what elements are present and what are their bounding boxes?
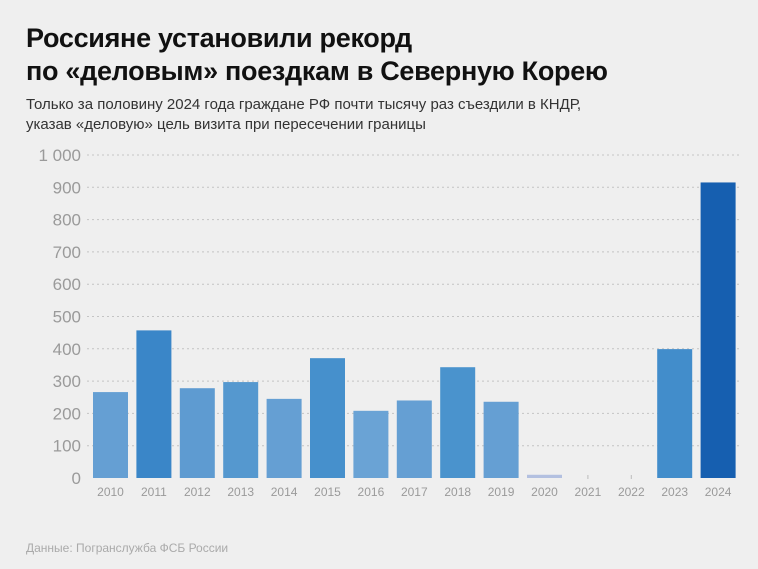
x-tick-label: 2010 xyxy=(97,485,124,499)
x-tick-label: 2016 xyxy=(358,485,385,499)
bar-2013 xyxy=(223,382,259,478)
title-line-2: по «деловым» поездкам в Северную Корею xyxy=(26,56,608,86)
x-tick-label: 2015 xyxy=(314,485,341,499)
subtitle-line-2: указав «деловую» цель визита при пересеч… xyxy=(26,116,426,133)
x-tick-label: 2018 xyxy=(444,485,471,499)
y-tick-label: 600 xyxy=(53,275,81,294)
bar-2014 xyxy=(266,398,302,478)
y-tick-label: 400 xyxy=(53,340,81,359)
x-tick-label: 2022 xyxy=(618,485,645,499)
bar-2018 xyxy=(440,367,476,478)
y-tick-label: 800 xyxy=(53,211,81,230)
bar-2015 xyxy=(310,358,345,478)
bar-2017 xyxy=(396,400,432,478)
y-tick-label: 0 xyxy=(72,469,81,488)
y-tick-label: 300 xyxy=(53,372,81,391)
x-tick-label: 2014 xyxy=(271,485,298,499)
bar-2016 xyxy=(353,410,389,478)
bar-2012 xyxy=(179,388,215,478)
x-tick-label: 2013 xyxy=(227,485,254,499)
y-tick-label: 200 xyxy=(53,404,81,423)
chart-subtitle: Только за половину 2024 года граждане РФ… xyxy=(26,95,581,135)
x-tick-label: 2020 xyxy=(531,485,558,499)
y-tick-label: 500 xyxy=(53,308,81,327)
bar-2011 xyxy=(136,330,172,478)
title-line-1: Россияне установили рекорд xyxy=(26,23,412,53)
y-tick-label: 100 xyxy=(53,437,81,456)
x-tick-label: 2021 xyxy=(575,485,602,499)
x-tick-label: 2023 xyxy=(661,485,688,499)
y-tick-label: 700 xyxy=(53,243,81,262)
bar-2020 xyxy=(527,474,562,478)
x-tick-label: 2019 xyxy=(488,485,515,499)
x-tick-label: 2017 xyxy=(401,485,428,499)
x-tick-label: 2012 xyxy=(184,485,211,499)
y-tick-label: 900 xyxy=(53,178,81,197)
bar-2010 xyxy=(93,392,128,478)
chart-title: Россияне установили рекорд по «деловым» … xyxy=(26,22,608,88)
y-tick-label: 1 000 xyxy=(38,146,81,165)
bar-2019 xyxy=(483,401,519,478)
bar-2023 xyxy=(657,349,693,478)
x-tick-label: 2011 xyxy=(141,485,167,499)
subtitle-line-1: Только за половину 2024 года граждане РФ… xyxy=(26,96,582,113)
bar-2024 xyxy=(700,182,736,478)
x-tick-label: 2024 xyxy=(705,485,732,499)
source-note: Данные: Погранслужба ФСБ России xyxy=(26,541,229,555)
